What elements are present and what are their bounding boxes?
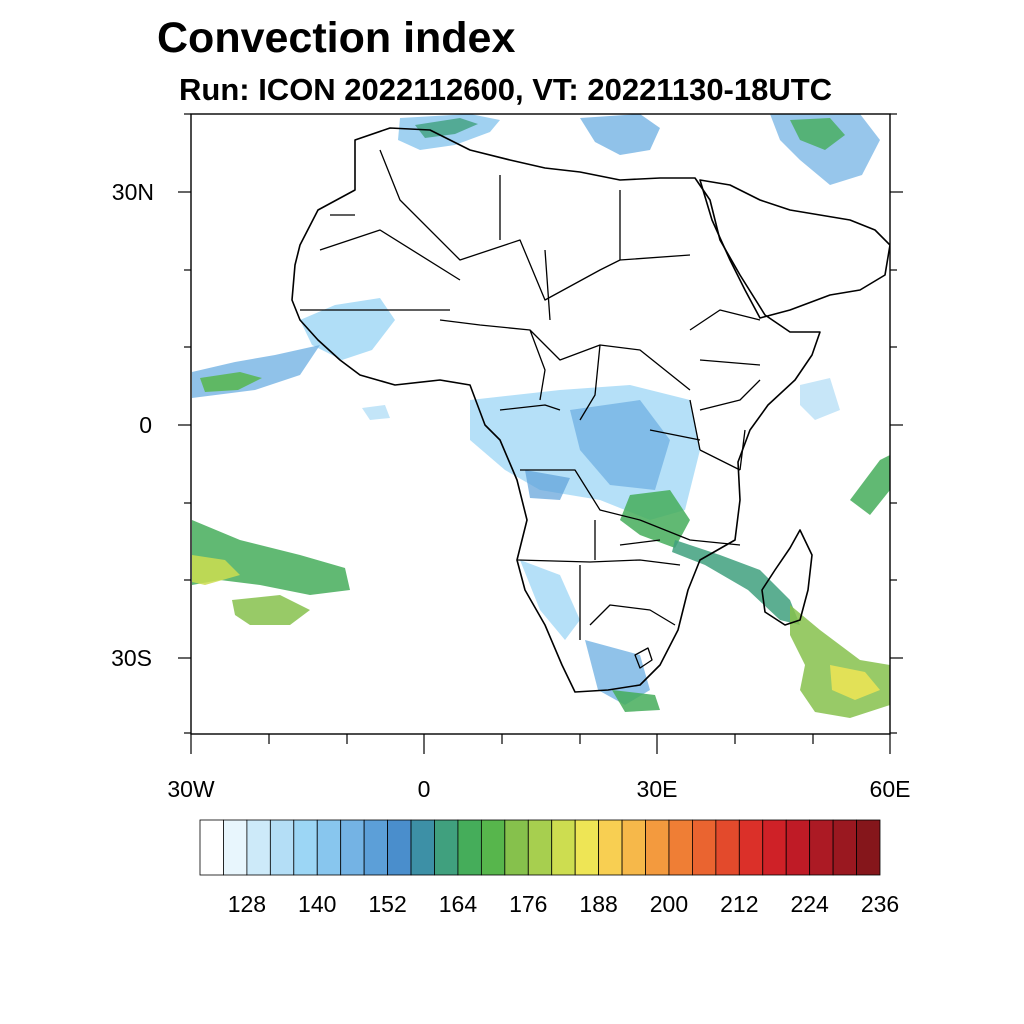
sahara-borders bbox=[300, 149, 691, 321]
lat-label-30n: 30N bbox=[112, 179, 154, 205]
colorbar-swatch bbox=[410, 819, 435, 876]
colorbar-swatch bbox=[269, 819, 295, 876]
colorbar-swatch bbox=[293, 819, 318, 876]
colorbar-swatch bbox=[692, 819, 717, 876]
africa-coastline bbox=[291, 127, 821, 693]
colorbar bbox=[199, 819, 881, 876]
colorbar-swatch bbox=[316, 819, 342, 876]
field-congo bbox=[525, 470, 570, 500]
colorbar-labels: 128 140 152 164 176 188 200 212 224 236 bbox=[228, 891, 899, 917]
colorbar-swatch bbox=[621, 819, 646, 876]
colorbar-swatch bbox=[504, 819, 529, 876]
lon-label-30e: 30E bbox=[637, 776, 678, 802]
lat-label-0: 0 bbox=[139, 412, 152, 438]
field-south-atlantic-core bbox=[192, 555, 240, 585]
colorbar-swatch bbox=[832, 819, 857, 876]
field-middle-east-core bbox=[790, 118, 845, 150]
central-borders bbox=[439, 319, 741, 546]
colorbar-swatch bbox=[387, 819, 412, 876]
colorbar-swatch bbox=[738, 819, 764, 876]
colorbar-swatch bbox=[668, 819, 693, 876]
coastlines bbox=[291, 127, 890, 693]
colorbar-swatch bbox=[363, 819, 388, 876]
madagascar-coastline bbox=[761, 529, 813, 626]
colorbar-swatch bbox=[809, 819, 834, 876]
field-mediterranean-core bbox=[415, 118, 478, 138]
lon-label-0: 0 bbox=[418, 776, 431, 802]
field-madagascar-east-core bbox=[830, 665, 880, 700]
colorbar-swatch bbox=[480, 819, 506, 876]
colorbar-label: 152 bbox=[368, 891, 406, 917]
field-mozambique-band bbox=[672, 540, 800, 625]
colorbar-label: 188 bbox=[579, 891, 617, 917]
field-south-atlantic bbox=[192, 520, 350, 595]
field-namibia bbox=[520, 560, 580, 640]
map-subtitle: Run: ICON 2022112600, VT: 20221130-18UTC bbox=[179, 72, 833, 107]
east-borders bbox=[689, 309, 761, 471]
field-south-atlantic-lower bbox=[232, 595, 310, 625]
colorbar-swatch bbox=[434, 819, 459, 876]
colorbar-label: 128 bbox=[228, 891, 266, 917]
colorbar-swatch bbox=[856, 819, 881, 876]
field-madagascar-east bbox=[790, 605, 890, 718]
lat-label-30s: 30S bbox=[111, 645, 152, 671]
colorbar-swatch bbox=[457, 819, 482, 876]
colorbar-swatch bbox=[340, 819, 365, 876]
map-frame bbox=[190, 113, 891, 735]
field-indian-ocean bbox=[850, 455, 890, 515]
colorbar-label: 164 bbox=[439, 891, 478, 917]
colorbar-swatch bbox=[246, 819, 271, 876]
field-south-africa bbox=[585, 640, 650, 705]
colorbar-label: 176 bbox=[509, 891, 547, 917]
colorbar-swatch bbox=[762, 819, 787, 876]
field-atlantic-north-core bbox=[200, 372, 262, 392]
colorbar-label: 236 bbox=[861, 891, 899, 917]
colorbar-swatch bbox=[551, 819, 576, 876]
lon-label-30w: 30W bbox=[167, 776, 215, 802]
colorbar-swatch bbox=[598, 819, 623, 876]
colorbar-label: 224 bbox=[790, 891, 829, 917]
lon-ticks bbox=[190, 734, 891, 754]
lesotho-border bbox=[634, 647, 653, 669]
convection-field bbox=[192, 114, 890, 718]
colorbar-label: 140 bbox=[298, 891, 336, 917]
colorbar-label: 200 bbox=[650, 891, 688, 917]
colorbar-swatch bbox=[785, 819, 811, 876]
colorbar-swatch bbox=[527, 819, 553, 876]
field-aegean bbox=[580, 114, 660, 155]
field-gulf-guinea bbox=[362, 405, 390, 420]
field-east-africa bbox=[800, 378, 840, 420]
colorbar-swatch bbox=[199, 819, 224, 876]
colorbar-swatch bbox=[223, 819, 248, 876]
southern-borders bbox=[517, 520, 681, 640]
colorbar-label: 212 bbox=[720, 891, 758, 917]
field-central-africa-core bbox=[570, 400, 670, 490]
colorbar-swatch bbox=[715, 819, 740, 876]
arabia-coastline bbox=[699, 179, 890, 319]
field-cape bbox=[612, 690, 660, 712]
lon-label-60e: 60E bbox=[870, 776, 911, 802]
map-title: Convection index bbox=[157, 14, 516, 62]
lat-ticks bbox=[178, 113, 903, 734]
colorbar-swatch bbox=[574, 819, 600, 876]
colorbar-swatch bbox=[645, 819, 670, 876]
